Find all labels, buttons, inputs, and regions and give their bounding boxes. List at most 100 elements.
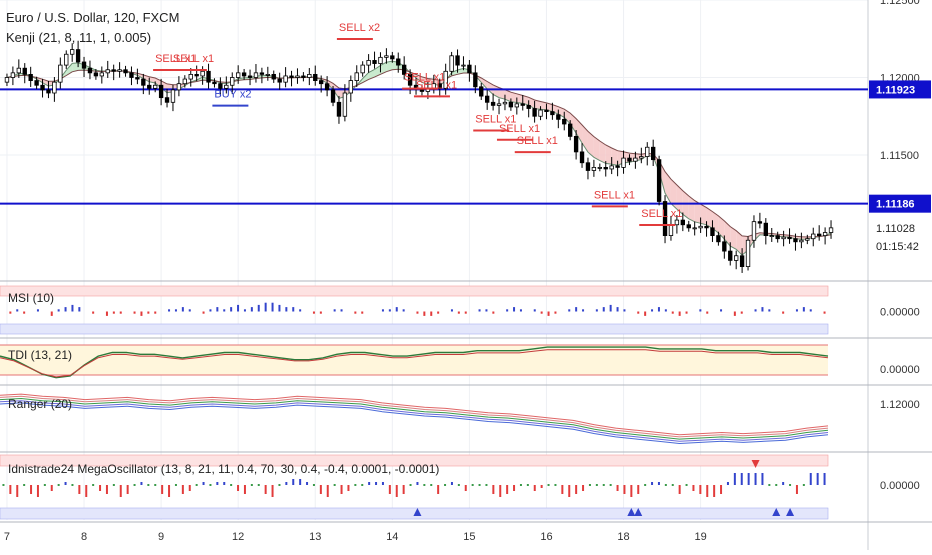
candle-body [450, 56, 454, 72]
candle-body [497, 104, 501, 106]
symbol-title: Euro / U.S. Dollar, 120, FXCM [6, 10, 179, 25]
candle-body [159, 85, 163, 97]
candle-body [699, 226, 703, 228]
date-tick-label: 8 [81, 531, 87, 543]
candle-body [811, 234, 815, 239]
candle-body [616, 166, 620, 168]
candle-body [142, 79, 146, 85]
candle-body [645, 147, 649, 156]
candle-body [479, 87, 483, 96]
price-tick-label: 1.11500 [880, 150, 919, 162]
candle-body [112, 70, 116, 72]
candle-body [23, 68, 27, 74]
candle-body [343, 93, 347, 116]
candle-body [515, 104, 519, 107]
candle-body [539, 110, 543, 116]
msi-title: MSI (10) [8, 291, 54, 305]
date-tick-label: 12 [232, 531, 244, 543]
candle-body [5, 78, 9, 83]
candle-body [53, 82, 57, 93]
candle-body [230, 78, 234, 86]
candle-body [296, 76, 300, 78]
candle-body [509, 102, 513, 107]
candle-body [568, 124, 572, 136]
candle-body [331, 90, 335, 102]
bar-countdown: 01:15:42 [876, 241, 919, 253]
candle-body [207, 71, 211, 82]
tdi-zero-label: 0.00000 [880, 364, 920, 376]
candle-body [349, 81, 353, 93]
candle-body [130, 73, 134, 78]
signal-label: SELL x2 [339, 22, 380, 34]
candle-body [106, 70, 110, 73]
candle-body [628, 158, 632, 161]
candle-body [545, 110, 549, 112]
candle-body [521, 104, 525, 106]
candle-body [752, 222, 756, 241]
candle-body [640, 157, 644, 159]
candle-body [823, 233, 827, 236]
candle-body [260, 73, 264, 75]
candle-body [468, 65, 472, 73]
candle-body [195, 74, 199, 76]
signal-label: SELL x1 [517, 135, 558, 147]
candle-body [770, 236, 774, 237]
candle-body [319, 81, 323, 84]
candle-body [604, 167, 608, 169]
candle-body [776, 236, 780, 239]
candle-body [76, 50, 80, 62]
candle-body [272, 74, 276, 79]
date-tick-label: 13 [309, 531, 321, 543]
candle-body [373, 60, 377, 63]
candle-body [177, 84, 181, 90]
candle-body [485, 96, 489, 102]
candle-body [201, 71, 205, 76]
ma-cloud-segment [736, 231, 742, 255]
candle-body [396, 59, 400, 65]
candle-body [610, 166, 614, 169]
candle-body [213, 82, 217, 84]
candle-body [59, 65, 63, 82]
candle-body [355, 73, 359, 81]
candle-body [248, 76, 252, 78]
signal-label: SELL x1 [173, 53, 214, 65]
candle-body [580, 152, 584, 163]
candle-body [806, 239, 810, 241]
candle-body [782, 237, 786, 239]
signal-label: SELL x1 [416, 79, 457, 91]
candle-body [278, 79, 282, 82]
candle-body [681, 220, 685, 225]
signal-label: SELL x1 [641, 208, 682, 220]
candle-body [562, 119, 566, 124]
price-tick-label: 1.12500 [880, 0, 920, 7]
candle-body [586, 163, 590, 171]
date-tick-label: 19 [694, 531, 706, 543]
candle-body [474, 73, 478, 87]
candle-body [675, 220, 679, 225]
candle-body [35, 81, 39, 86]
candle-body [165, 98, 169, 103]
candle-body [462, 65, 466, 66]
candle-body [592, 167, 596, 170]
candle-body [313, 74, 317, 80]
candle-body [337, 102, 341, 116]
candle-body [533, 109, 537, 117]
candle-body [367, 60, 371, 65]
mega-lower-band [0, 508, 828, 519]
candle-body [64, 54, 68, 65]
candle-body [189, 74, 193, 79]
candle-body [100, 73, 104, 76]
candle-body [325, 84, 329, 90]
candle-body [219, 84, 223, 89]
candle-body [41, 85, 45, 90]
candle-body [456, 56, 460, 65]
candle-body [717, 236, 721, 242]
candle-body [308, 74, 312, 77]
candle-body [290, 76, 294, 78]
date-tick-label: 16 [540, 531, 552, 543]
date-tick-label: 7 [4, 531, 10, 543]
mega-zero-label: 0.00000 [880, 480, 920, 492]
candle-body [391, 56, 395, 59]
candle-body [284, 76, 288, 82]
